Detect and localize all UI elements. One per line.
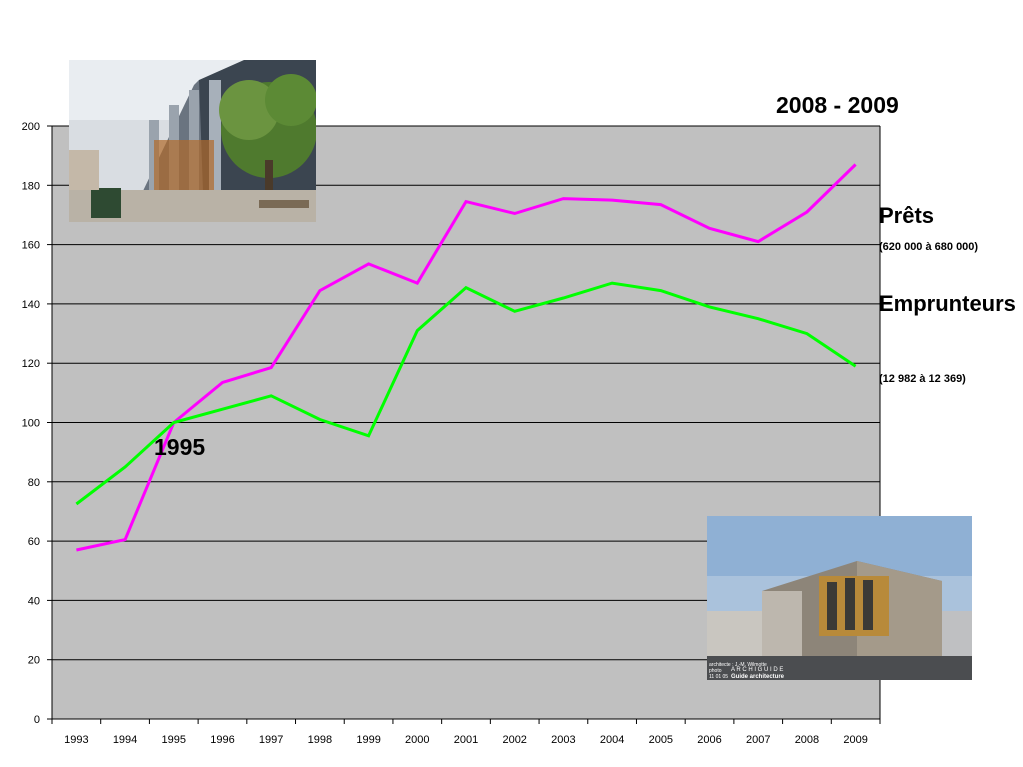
x-tick-label: 2008 (795, 734, 819, 746)
x-tick-label: 2000 (405, 734, 429, 746)
prets-legend-title: Prêts (879, 203, 935, 228)
x-tick-label: 1993 (64, 734, 88, 746)
y-tick-label: 120 (22, 358, 40, 370)
series-lines (75, 163, 857, 552)
x-tick-label: 2003 (551, 734, 575, 746)
y-tick-label: 0 (34, 714, 40, 726)
emprunteurs-legend-title: Emprunteurs (879, 291, 1016, 316)
base-year-annotation: 1995 (154, 434, 206, 460)
emprunteurs-legend-range: (12 982 à 12 369) (879, 373, 966, 385)
x-tick-label: 2004 (600, 734, 624, 746)
prets-legend-range: (620 000 à 680 000) (879, 241, 979, 253)
y-tick-label: 100 (22, 418, 40, 430)
y-tick-label: 60 (28, 536, 40, 548)
x-tick-label: 1997 (259, 734, 283, 746)
series-line (75, 281, 857, 506)
library-photo-top (69, 60, 316, 222)
x-tick-label: 1995 (162, 734, 186, 746)
y-tick-label: 140 (22, 299, 40, 311)
library-photo-bottom: architecte : J.-M. Wilmotte photo 11 01 … (707, 516, 972, 680)
tick-labels: 0 20 40 60 80 100 120 140 160 180 200 1993 1994 1995 1… (22, 121, 868, 746)
x-tick-label: 2007 (746, 734, 770, 746)
series-line (76, 163, 857, 552)
x-tick-label: 1996 (210, 734, 234, 746)
y-tick-label: 40 (28, 595, 40, 607)
y-tick-label: 20 (28, 655, 40, 667)
x-tick-label: 2001 (454, 734, 478, 746)
x-tick-label: 1999 (356, 734, 380, 746)
y-tick-label: 200 (22, 121, 40, 133)
y-tick-label: 160 (22, 240, 40, 252)
photo-brand-line2: Guide architecture (731, 674, 785, 680)
x-tick-label: 2002 (502, 734, 526, 746)
photo-credit-line3: 11 01 05 (709, 674, 728, 680)
x-tick-label: 2005 (649, 734, 673, 746)
y-tick-label: 80 (28, 477, 40, 489)
x-tick-label: 1994 (113, 734, 137, 746)
x-tick-label: 1998 (308, 734, 332, 746)
photo-credit-line1: architecte : J.-M. Wilmotte (709, 662, 767, 668)
photo-credit-line2: photo (709, 668, 722, 674)
photo-brand-line1: A R C H I G U I D E (731, 667, 783, 673)
x-tick-label: 2006 (697, 734, 721, 746)
y-tick-label: 180 (22, 180, 40, 192)
x-tick-label: 2009 (843, 734, 867, 746)
period-label: 2008 - 2009 (776, 92, 899, 118)
